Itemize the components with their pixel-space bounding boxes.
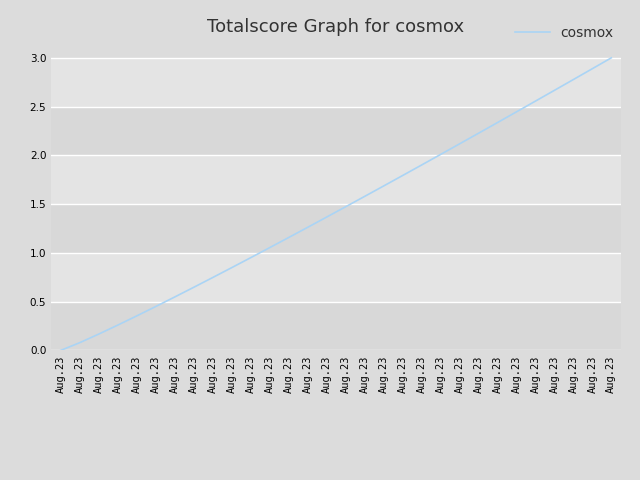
Legend: cosmox: cosmox — [515, 25, 614, 39]
cosmox — [114, 322, 122, 328]
cosmox — [133, 313, 141, 319]
cosmox — [228, 265, 236, 271]
cosmox — [493, 120, 501, 125]
cosmox — [95, 331, 102, 337]
cosmox — [361, 193, 369, 199]
Bar — [51, 156, 621, 204]
cosmox — [266, 245, 273, 251]
cosmox — [399, 173, 406, 179]
cosmox — [531, 98, 539, 104]
Bar — [51, 204, 621, 253]
Bar — [51, 58, 621, 107]
Bar — [51, 107, 621, 156]
cosmox — [570, 77, 577, 83]
cosmox — [209, 275, 216, 280]
cosmox — [171, 294, 179, 300]
cosmox — [152, 304, 159, 310]
cosmox — [76, 340, 83, 346]
cosmox — [474, 131, 483, 136]
cosmox — [417, 162, 425, 168]
cosmox — [57, 348, 65, 353]
cosmox — [456, 141, 463, 147]
cosmox — [436, 152, 444, 157]
cosmox — [285, 235, 292, 240]
Title: Totalscore Graph for cosmox: Totalscore Graph for cosmox — [207, 18, 465, 36]
cosmox — [589, 66, 596, 72]
cosmox — [303, 225, 311, 230]
cosmox — [342, 204, 349, 210]
cosmox — [380, 183, 387, 189]
cosmox — [323, 214, 330, 220]
Bar — [51, 301, 621, 350]
cosmox — [513, 109, 520, 115]
cosmox — [189, 285, 197, 290]
cosmox — [550, 87, 558, 93]
cosmox — [246, 255, 254, 261]
Line: cosmox: cosmox — [61, 58, 611, 350]
cosmox — [607, 55, 615, 60]
Bar — [51, 253, 621, 301]
